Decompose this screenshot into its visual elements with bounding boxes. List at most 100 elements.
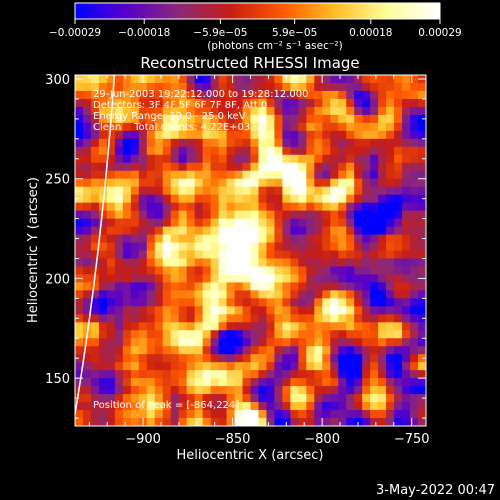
heatmap-cell <box>75 266 84 276</box>
heatmap-cell <box>410 250 419 260</box>
heatmap-cell <box>370 330 379 339</box>
heatmap-cell <box>298 90 307 100</box>
heatmap-cell <box>274 266 284 276</box>
heatmap-cell <box>266 330 276 339</box>
heatmap-cell <box>98 418 108 426</box>
heatmap-cell <box>362 410 371 419</box>
heatmap-cell <box>194 386 204 395</box>
heatmap-cell <box>154 138 164 148</box>
heatmap-cell <box>362 282 371 291</box>
heatmap-cell <box>98 402 108 411</box>
heatmap-cell <box>410 162 419 172</box>
heatmap-cell <box>114 186 124 196</box>
heatmap-cell <box>370 242 379 252</box>
heatmap-cell <box>386 178 395 188</box>
heatmap-cell <box>98 154 108 164</box>
heatmap-cell <box>170 386 180 395</box>
heatmap-cell <box>338 258 347 268</box>
heatmap-cell <box>130 346 140 355</box>
heatmap-cell <box>354 250 363 260</box>
heatmap-cell <box>138 322 148 331</box>
heatmap-cell <box>234 146 244 156</box>
heatmap-cell <box>298 322 307 331</box>
heatmap-cell <box>258 106 268 116</box>
heatmap-cell <box>346 202 355 212</box>
heatmap-cell <box>114 394 124 403</box>
heatmap-cell <box>186 98 196 108</box>
heatmap-cell <box>346 154 355 164</box>
heatmap-cell <box>226 162 236 172</box>
heatmap-cell <box>138 114 148 124</box>
heatmap-cell <box>194 354 204 363</box>
heatmap-cell <box>362 330 371 339</box>
heatmap-cell <box>202 274 212 284</box>
heatmap-cell <box>282 250 291 260</box>
heatmap-cell <box>378 186 387 196</box>
heatmap-cell <box>354 114 363 124</box>
heatmap-cell <box>170 410 180 419</box>
heatmap-cell <box>90 290 100 299</box>
heatmap-cell <box>306 122 315 132</box>
heatmap-cell <box>250 402 260 411</box>
heatmap-cell <box>346 314 355 323</box>
heatmap-cell <box>75 282 84 291</box>
heatmap-cell <box>418 146 426 156</box>
heatmap-cell <box>138 194 148 204</box>
heatmap-cell <box>258 114 268 124</box>
heatmap-cell <box>402 290 411 299</box>
heatmap-cell <box>282 114 291 124</box>
heatmap-cell <box>394 394 403 403</box>
heatmap-cell <box>274 234 284 244</box>
heatmap-cell <box>194 266 204 276</box>
heatmap-cell <box>386 122 395 132</box>
heatmap-cell <box>258 314 268 323</box>
heatmap-cell <box>266 162 276 172</box>
heatmap-cell <box>410 154 419 164</box>
heatmap-cell <box>122 226 132 236</box>
heatmap-cell <box>154 114 164 124</box>
heatmap-cell <box>378 378 387 387</box>
heatmap-cell <box>162 362 172 371</box>
heatmap-cell <box>418 330 426 339</box>
heatmap-cell <box>234 186 244 196</box>
heatmap-cell <box>146 154 156 164</box>
heatmap-cell <box>226 250 236 260</box>
heatmap-cell <box>234 178 244 188</box>
heatmap-cell <box>75 162 84 172</box>
heatmap-cell <box>210 266 220 276</box>
heatmap-cell <box>378 90 387 100</box>
heatmap-cell <box>322 394 331 403</box>
heatmap-cell <box>346 226 355 236</box>
heatmap-cell <box>170 170 180 180</box>
heatmap-cell <box>226 298 236 307</box>
heatmap-cell <box>114 146 124 156</box>
heatmap-cell <box>194 242 204 252</box>
heatmap-cell <box>114 98 124 108</box>
heatmap-cell <box>82 258 92 268</box>
heatmap-cell <box>234 418 244 426</box>
heatmap-cell <box>98 266 108 276</box>
heatmap-cell <box>130 242 140 252</box>
heatmap-cell <box>330 290 339 299</box>
heatmap-cell <box>75 250 84 260</box>
heatmap-cell <box>75 362 84 371</box>
heatmap-cell <box>218 306 228 315</box>
heatmap-cell <box>306 146 315 156</box>
heatmap-cell <box>378 114 387 124</box>
heatmap-cell <box>154 122 164 132</box>
heatmap-cell <box>202 418 212 426</box>
heatmap-cell <box>242 362 252 371</box>
heatmap-cell <box>146 370 156 379</box>
heatmap-cell <box>410 306 419 315</box>
heatmap-cell <box>170 98 180 108</box>
heatmap-cell <box>378 194 387 204</box>
heatmap-cell <box>354 418 363 426</box>
heatmap-cell <box>314 242 323 252</box>
heatmap-cell <box>274 170 284 180</box>
heatmap-cell <box>210 154 220 164</box>
heatmap-cell <box>130 338 140 347</box>
heatmap-cell <box>234 306 244 315</box>
heatmap-cell <box>186 122 196 132</box>
heatmap-cell <box>202 354 212 363</box>
heatmap-cell <box>402 298 411 307</box>
